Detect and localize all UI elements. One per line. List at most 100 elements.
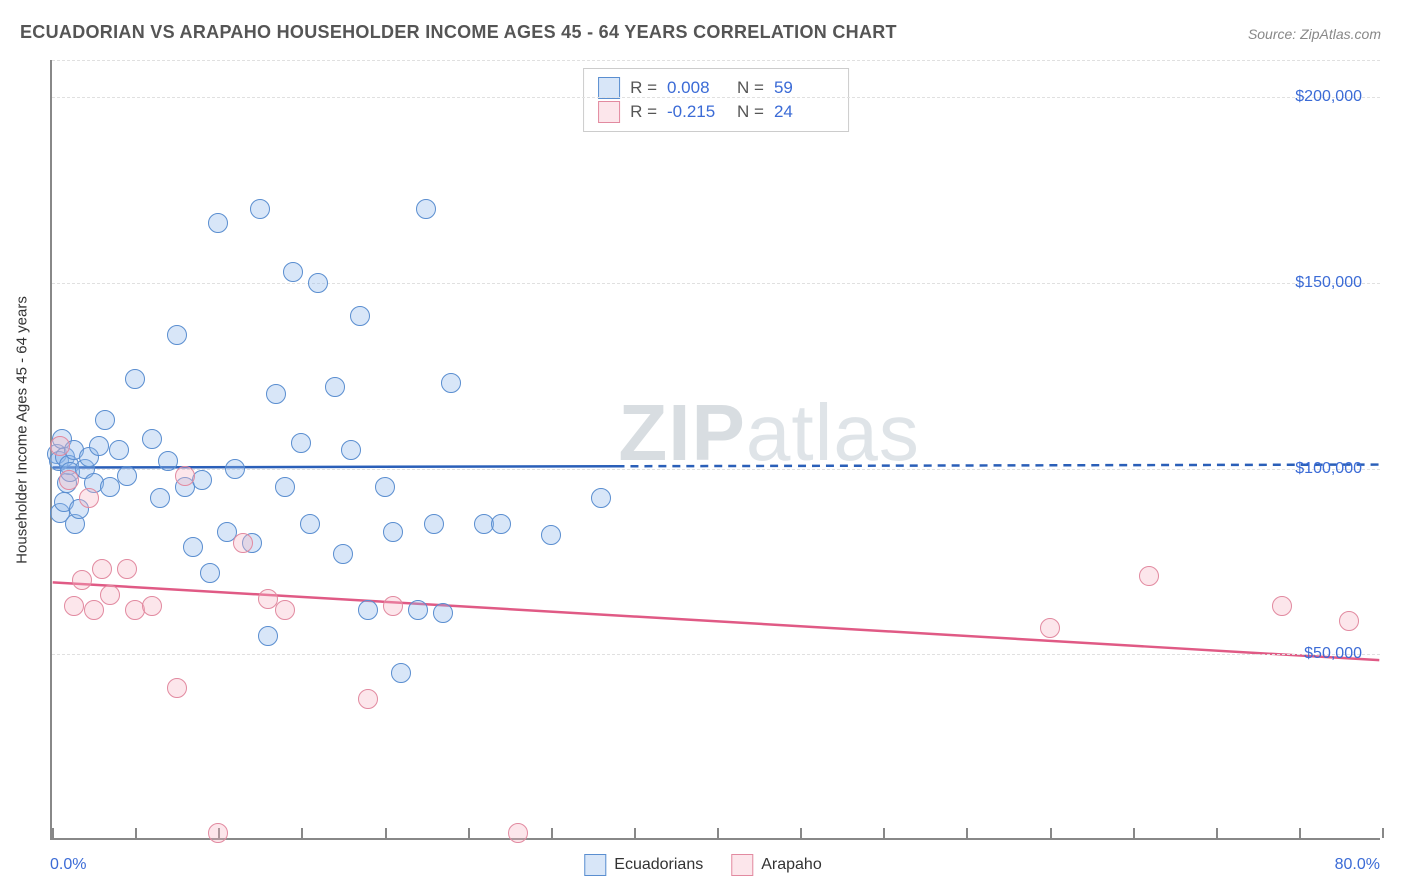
scatter-point: [1139, 566, 1159, 586]
y-tick-label: $150,000: [1295, 274, 1362, 292]
plot-area: ZIPatlas R = 0.008 N = 59 R = -0.215 N =…: [50, 60, 1380, 840]
x-tick: [551, 828, 553, 838]
scatter-point: [92, 559, 112, 579]
watermark-bold: ZIP: [618, 388, 745, 477]
x-tick: [52, 828, 54, 838]
legend-swatch-arapaho: [731, 854, 753, 876]
scatter-point: [300, 514, 320, 534]
y-tick-label: $100,000: [1295, 460, 1362, 478]
scatter-point: [1339, 611, 1359, 631]
scatter-point: [508, 823, 528, 843]
scatter-point: [125, 369, 145, 389]
legend-item-ecuadorians: Ecuadorians: [584, 854, 703, 876]
scatter-point: [383, 596, 403, 616]
watermark: ZIPatlas: [618, 387, 919, 479]
scatter-point: [416, 199, 436, 219]
scatter-point: [175, 466, 195, 486]
scatter-point: [441, 373, 461, 393]
scatter-point: [117, 466, 137, 486]
x-tick: [1216, 828, 1218, 838]
scatter-point: [208, 823, 228, 843]
chart-title: ECUADORIAN VS ARAPAHO HOUSEHOLDER INCOME…: [20, 22, 897, 43]
x-axis-start-label: 0.0%: [50, 856, 86, 874]
scatter-point: [72, 570, 92, 590]
x-tick: [1133, 828, 1135, 838]
scatter-point: [233, 533, 253, 553]
chart-container: ECUADORIAN VS ARAPAHO HOUSEHOLDER INCOME…: [0, 0, 1406, 892]
x-tick: [1050, 828, 1052, 838]
swatch-arapaho: [598, 101, 620, 123]
swatch-ecuadorians: [598, 77, 620, 99]
scatter-point: [325, 377, 345, 397]
scatter-point: [266, 384, 286, 404]
y-tick-label: $200,000: [1295, 88, 1362, 106]
scatter-point: [258, 626, 278, 646]
scatter-point: [59, 470, 79, 490]
x-axis-end-label: 80.0%: [1335, 856, 1380, 874]
series-legend: Ecuadorians Arapaho: [584, 854, 821, 876]
scatter-point: [541, 525, 561, 545]
x-tick: [1299, 828, 1301, 838]
gridline: [52, 60, 1380, 61]
legend-label-ecuadorians: Ecuadorians: [614, 856, 703, 874]
gridline: [52, 654, 1380, 655]
scatter-point: [183, 537, 203, 557]
scatter-point: [117, 559, 137, 579]
scatter-point: [1272, 596, 1292, 616]
scatter-point: [64, 596, 84, 616]
scatter-point: [1040, 618, 1060, 638]
legend-label-arapaho: Arapaho: [761, 856, 822, 874]
watermark-light: atlas: [746, 388, 920, 477]
r-value-arapaho: -0.215: [667, 102, 727, 122]
scatter-point: [225, 459, 245, 479]
x-tick: [301, 828, 303, 838]
scatter-point: [95, 410, 115, 430]
rn-row-ecuadorians: R = 0.008 N = 59: [598, 77, 834, 99]
scatter-point: [50, 436, 70, 456]
x-tick: [883, 828, 885, 838]
gridline: [52, 283, 1380, 284]
scatter-point: [383, 522, 403, 542]
r-label: R =: [630, 78, 657, 98]
y-axis-label: Householder Income Ages 45 - 64 years: [14, 296, 31, 564]
scatter-point: [79, 488, 99, 508]
scatter-point: [109, 440, 129, 460]
x-tick: [800, 828, 802, 838]
legend-item-arapaho: Arapaho: [731, 854, 822, 876]
scatter-point: [100, 585, 120, 605]
scatter-point: [283, 262, 303, 282]
gridline: [52, 469, 1380, 470]
scatter-point: [308, 273, 328, 293]
scatter-point: [208, 213, 228, 233]
y-tick-label: $50,000: [1304, 645, 1362, 663]
scatter-point: [275, 477, 295, 497]
scatter-point: [158, 451, 178, 471]
source-label: Source: ZipAtlas.com: [1248, 26, 1381, 42]
n-value-ecuadorians: 59: [774, 78, 834, 98]
n-value-arapaho: 24: [774, 102, 834, 122]
n-label: N =: [737, 102, 764, 122]
scatter-point: [142, 429, 162, 449]
x-tick: [717, 828, 719, 838]
scatter-point: [491, 514, 511, 534]
x-tick: [135, 828, 137, 838]
scatter-point: [358, 600, 378, 620]
scatter-point: [341, 440, 361, 460]
scatter-point: [167, 678, 187, 698]
scatter-point: [350, 306, 370, 326]
scatter-point: [200, 563, 220, 583]
scatter-point: [424, 514, 444, 534]
scatter-point: [358, 689, 378, 709]
legend-swatch-ecuadorians: [584, 854, 606, 876]
x-tick: [385, 828, 387, 838]
x-tick: [966, 828, 968, 838]
gridline: [52, 97, 1380, 98]
rn-row-arapaho: R = -0.215 N = 24: [598, 101, 834, 123]
x-tick: [1382, 828, 1384, 838]
scatter-point: [391, 663, 411, 683]
scatter-point: [142, 596, 162, 616]
scatter-point: [89, 436, 109, 456]
scatter-point: [408, 600, 428, 620]
scatter-point: [250, 199, 270, 219]
rn-legend: R = 0.008 N = 59 R = -0.215 N = 24: [583, 68, 849, 132]
